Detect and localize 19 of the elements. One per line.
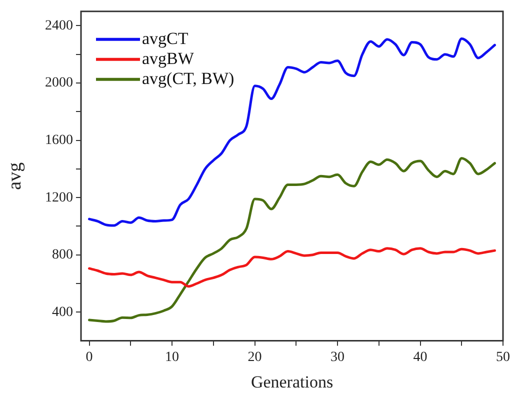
- y-tick-label: 1200: [45, 190, 73, 206]
- line-series: [88, 247, 496, 288]
- y-tick-label: 2000: [45, 76, 73, 91]
- y-tick-label: 1600: [45, 132, 73, 148]
- legend-label: avgCT: [142, 28, 189, 48]
- x-tick-label: 50: [496, 350, 510, 365]
- x-tick-label: 20: [248, 350, 262, 365]
- y-tick-label: 800: [52, 248, 73, 263]
- y-tick-label: 400: [52, 304, 73, 320]
- x-tick-label: 40: [413, 350, 428, 365]
- x-tick-label: 0: [86, 350, 93, 365]
- x-tick-label: 10: [165, 350, 180, 365]
- y-axis-title: avg: [4, 162, 26, 190]
- y-tick-label: 2400: [45, 18, 73, 34]
- x-axis-title: Generations: [250, 372, 334, 392]
- legend-label: avg(CT, BW): [142, 68, 234, 88]
- legend-label: avgBW: [142, 48, 195, 68]
- line-series: [88, 156, 496, 323]
- x-tick-label: 30: [330, 350, 345, 365]
